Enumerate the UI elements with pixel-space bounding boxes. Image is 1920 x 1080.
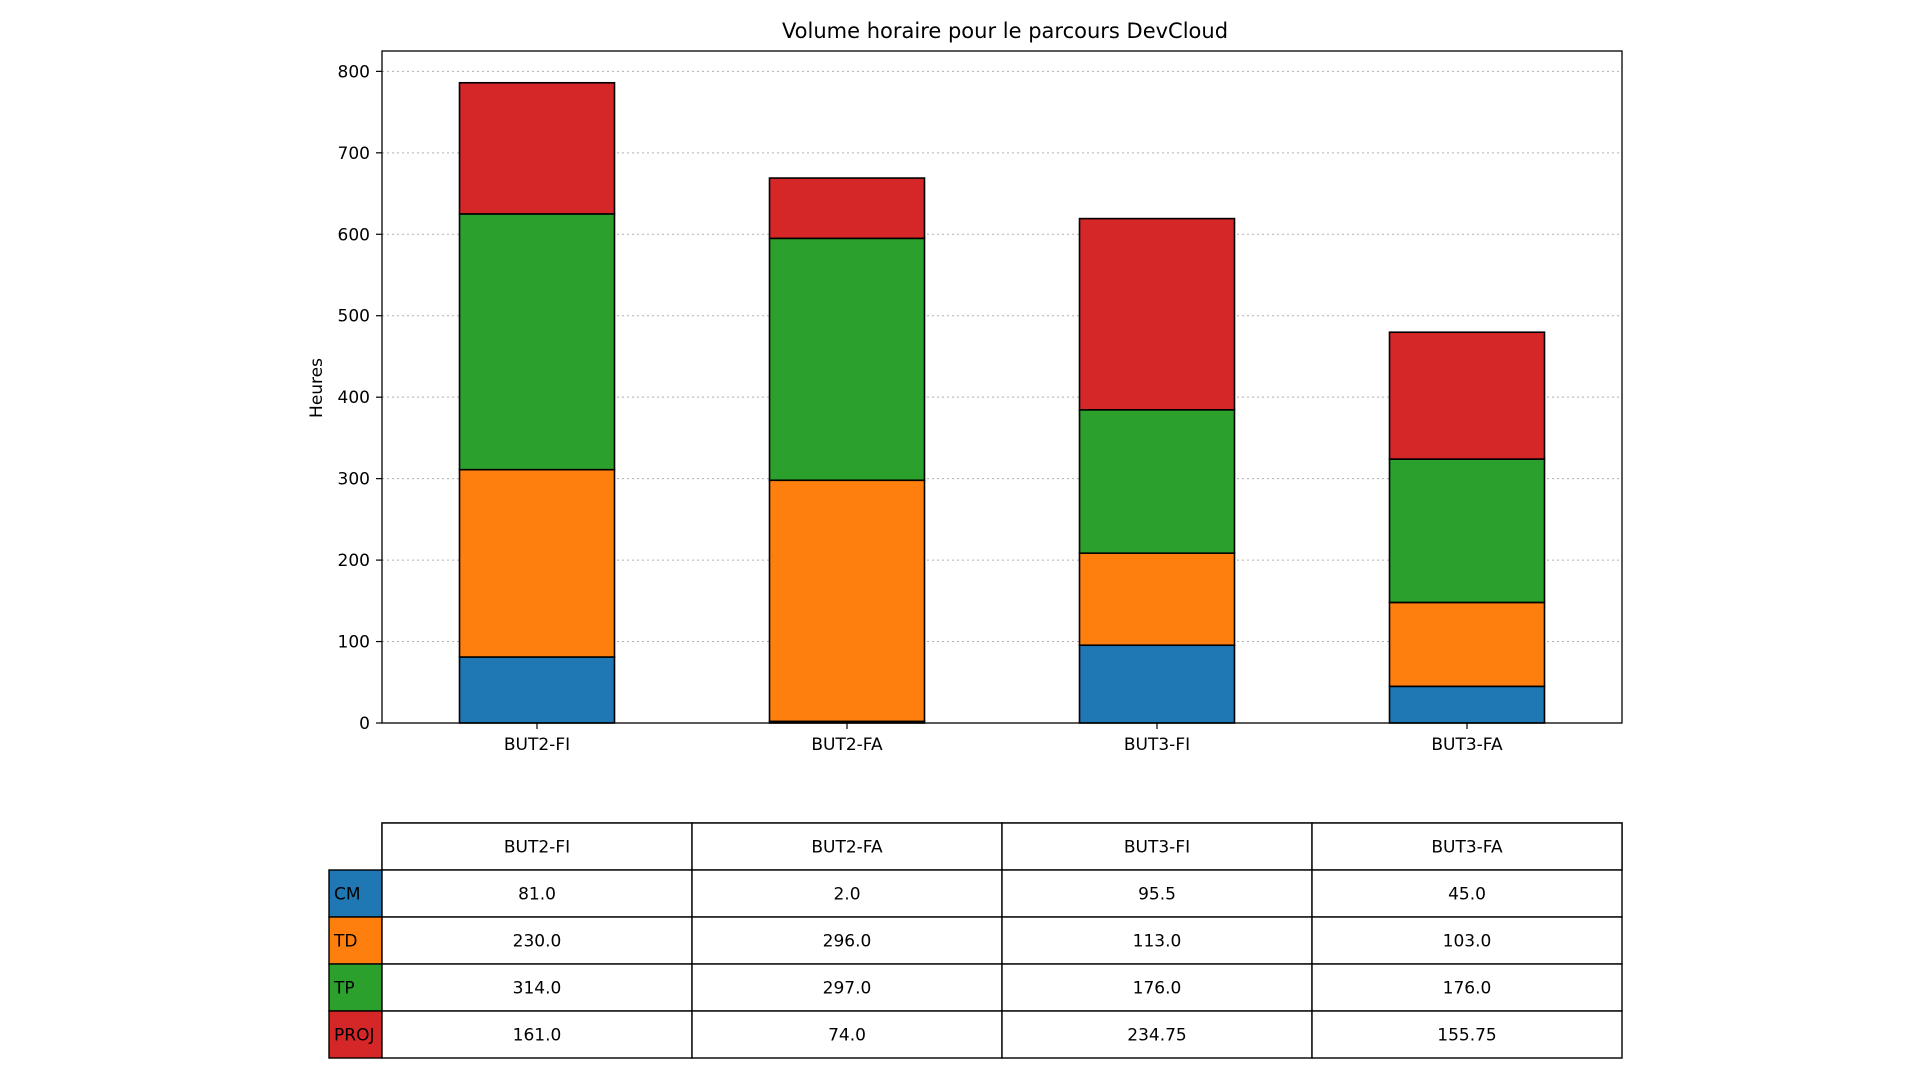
table-cell-value: 81.0 xyxy=(518,885,556,905)
bar-td-but2-fi xyxy=(458,468,616,658)
table-cell xyxy=(381,963,693,1012)
bar-td-but2-fa xyxy=(768,479,926,723)
table-cell xyxy=(1311,1010,1623,1059)
table-cell-value: 314.0 xyxy=(513,979,562,999)
bar-td-but3-fi xyxy=(1078,552,1236,647)
table-cell xyxy=(1311,869,1623,918)
bars xyxy=(458,81,1546,724)
table-row-label: CM xyxy=(334,885,361,905)
bar-tp-but2-fi xyxy=(458,213,616,471)
y-tick-label: 500 xyxy=(338,307,370,327)
table-column-header: BUT2-FI xyxy=(504,838,570,858)
y-axis-label: Heures xyxy=(307,358,327,418)
bar-td-but3-fa xyxy=(1388,601,1546,688)
table-row-header-proj xyxy=(328,1010,383,1059)
data-table: BUT2-FI BUT2-FA BUT3-FI BUT3-FA CM 81.0 2.0 95.… xyxy=(328,822,1623,1059)
table-cell xyxy=(1311,916,1623,965)
table-cell-value: 2.0 xyxy=(833,885,860,905)
table-column-header: BUT3-FI xyxy=(1124,838,1190,858)
bar-proj-but3-fi xyxy=(1078,217,1236,411)
table-cell-value: 234.75 xyxy=(1127,1026,1186,1046)
table-cell-value: 113.0 xyxy=(1133,932,1182,952)
y-tick-label: 400 xyxy=(338,388,370,408)
bar-cm-but2-fi xyxy=(458,656,616,724)
bar-proj-but2-fa xyxy=(768,177,926,240)
table-column-header: BUT2-FA xyxy=(811,838,883,858)
table-cell-value: 161.0 xyxy=(513,1026,562,1046)
table-cell xyxy=(691,869,1003,918)
table-column-header: BUT3-FA xyxy=(1431,838,1503,858)
y-tick-label: 300 xyxy=(338,470,370,490)
table-header-cell xyxy=(1311,822,1623,871)
table-cell xyxy=(691,1010,1003,1059)
table-cell-value: 103.0 xyxy=(1443,932,1492,952)
table-row-header-cm xyxy=(328,869,383,918)
y-tick-label: 800 xyxy=(338,62,370,82)
chart-title: Volume horaire pour le parcours DevCloud xyxy=(782,19,1228,43)
bar-cm-but3-fi xyxy=(1078,644,1236,724)
table-cell-value: 74.0 xyxy=(828,1026,866,1046)
table-cell xyxy=(1001,963,1313,1012)
y-tick-label: 200 xyxy=(338,551,370,571)
table-row-label: TD xyxy=(333,932,357,952)
x-tick-label: BUT3-FA xyxy=(1431,735,1503,755)
table-cell xyxy=(691,916,1003,965)
bar-cm-but3-fa xyxy=(1388,685,1546,724)
bar-tp-but2-fa xyxy=(768,237,926,482)
bar-tp-but3-fi xyxy=(1078,409,1236,554)
table-row-label: PROJ xyxy=(334,1026,374,1046)
table-cell-value: 176.0 xyxy=(1443,979,1492,999)
table-cell-value: 95.5 xyxy=(1138,885,1176,905)
bar-proj-but2-fi xyxy=(458,81,616,215)
table-header-cell xyxy=(381,822,693,871)
y-axis: 0 100 200 300 400 500 600 700 800 xyxy=(338,62,382,734)
y-tick-label: 0 xyxy=(359,714,370,734)
bar-tp-but3-fa xyxy=(1388,458,1546,604)
table-cell-value: 297.0 xyxy=(823,979,872,999)
table-row-header-td xyxy=(328,916,383,965)
y-tick-label: 600 xyxy=(338,225,370,245)
plot-area-frame xyxy=(381,50,1623,724)
x-tick-label: BUT2-FI xyxy=(504,735,570,755)
table-row-label: TP xyxy=(333,979,355,999)
y-tick-label: 100 xyxy=(338,633,370,653)
y-tick-label: 700 xyxy=(338,144,370,164)
table-cell-value: 45.0 xyxy=(1448,885,1486,905)
x-tick-label: BUT2-FA xyxy=(811,735,883,755)
x-axis: BUT2-FI BUT2-FA BUT3-FI BUT3-FA xyxy=(504,723,1503,755)
table-cell-value: 230.0 xyxy=(513,932,562,952)
bar-proj-but3-fa xyxy=(1388,331,1546,460)
table-cell-value: 155.75 xyxy=(1437,1026,1496,1046)
table-cell-value: 176.0 xyxy=(1133,979,1182,999)
table-row-header-tp xyxy=(328,963,383,1012)
table-cell-value: 296.0 xyxy=(823,932,872,952)
x-tick-label: BUT3-FI xyxy=(1124,735,1190,755)
